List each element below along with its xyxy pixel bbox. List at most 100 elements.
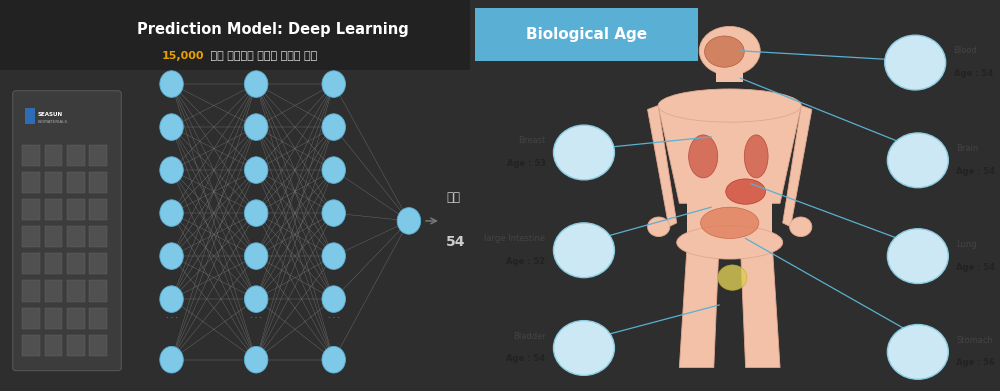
Ellipse shape xyxy=(244,346,268,373)
Bar xyxy=(67,226,85,248)
Ellipse shape xyxy=(322,346,345,373)
Bar xyxy=(475,8,698,61)
Ellipse shape xyxy=(677,226,783,259)
Ellipse shape xyxy=(160,346,183,373)
Ellipse shape xyxy=(658,89,801,122)
Bar xyxy=(89,145,107,166)
Bar xyxy=(45,172,62,193)
Ellipse shape xyxy=(699,26,760,75)
Bar xyxy=(22,308,40,329)
Bar xyxy=(67,253,85,274)
Text: Age : 54: Age : 54 xyxy=(954,69,993,78)
Ellipse shape xyxy=(705,36,744,67)
Text: Age : 56: Age : 56 xyxy=(956,358,995,368)
Ellipse shape xyxy=(244,71,268,97)
Ellipse shape xyxy=(160,286,183,312)
Ellipse shape xyxy=(160,114,183,140)
Bar xyxy=(22,335,40,356)
Bar xyxy=(45,280,62,301)
Bar xyxy=(67,308,85,329)
Bar xyxy=(89,335,107,356)
Bar xyxy=(45,226,62,248)
Bar xyxy=(67,172,85,193)
Bar xyxy=(45,145,62,166)
Ellipse shape xyxy=(244,114,268,140)
Bar xyxy=(0,0,470,70)
Ellipse shape xyxy=(887,325,948,379)
Bar xyxy=(45,199,62,220)
Text: Bladder: Bladder xyxy=(513,332,546,341)
Text: Age : 54: Age : 54 xyxy=(956,262,995,272)
Text: · · ·: · · · xyxy=(250,314,262,323)
Text: 15,000: 15,000 xyxy=(162,51,204,61)
Ellipse shape xyxy=(397,208,421,234)
Ellipse shape xyxy=(553,125,614,180)
Bar xyxy=(45,253,62,274)
Text: 샘플 이상으로 훈련된 딥러닝 모델: 샘플 이상으로 훈련된 딥러닝 모델 xyxy=(207,51,317,61)
Bar xyxy=(89,226,107,248)
Bar xyxy=(22,253,40,274)
Text: Stomach: Stomach xyxy=(956,335,993,345)
Text: large Intestine: large Intestine xyxy=(484,234,546,243)
Bar xyxy=(89,280,107,301)
Text: · · ·: · · · xyxy=(166,314,177,323)
Ellipse shape xyxy=(244,243,268,269)
Text: Age : 54: Age : 54 xyxy=(956,167,995,176)
Ellipse shape xyxy=(322,157,345,183)
Bar xyxy=(67,199,85,220)
Ellipse shape xyxy=(726,179,765,204)
Text: Brain: Brain xyxy=(956,144,979,153)
Ellipse shape xyxy=(718,265,747,290)
Bar xyxy=(22,226,40,248)
Bar xyxy=(22,280,40,301)
Ellipse shape xyxy=(887,133,948,188)
Ellipse shape xyxy=(244,200,268,226)
Bar xyxy=(22,145,40,166)
Ellipse shape xyxy=(160,157,183,183)
Polygon shape xyxy=(648,106,677,227)
Polygon shape xyxy=(658,106,801,203)
Text: 나이: 나이 xyxy=(446,191,460,204)
Bar xyxy=(22,172,40,193)
Ellipse shape xyxy=(244,286,268,312)
Ellipse shape xyxy=(244,157,268,183)
Text: Biological Age: Biological Age xyxy=(526,27,647,42)
Text: 54: 54 xyxy=(446,235,465,249)
Polygon shape xyxy=(783,106,812,227)
Ellipse shape xyxy=(322,200,345,226)
Bar xyxy=(716,59,743,82)
Ellipse shape xyxy=(790,217,812,237)
Bar xyxy=(67,145,85,166)
Text: Lung: Lung xyxy=(956,240,977,249)
Polygon shape xyxy=(679,242,719,368)
Bar xyxy=(25,108,35,124)
Text: SEASUN: SEASUN xyxy=(38,112,63,117)
Text: Blood: Blood xyxy=(954,46,978,56)
Ellipse shape xyxy=(553,223,614,278)
Text: Age : 52: Age : 52 xyxy=(506,256,546,266)
Ellipse shape xyxy=(885,35,946,90)
Polygon shape xyxy=(740,242,780,368)
Ellipse shape xyxy=(887,229,948,283)
Ellipse shape xyxy=(648,217,670,237)
Ellipse shape xyxy=(322,286,345,312)
Bar xyxy=(22,199,40,220)
Ellipse shape xyxy=(322,71,345,97)
Ellipse shape xyxy=(160,71,183,97)
Bar xyxy=(45,335,62,356)
Bar xyxy=(89,199,107,220)
Bar xyxy=(67,335,85,356)
Ellipse shape xyxy=(160,243,183,269)
Bar xyxy=(89,308,107,329)
Ellipse shape xyxy=(322,243,345,269)
Bar xyxy=(687,199,772,242)
Ellipse shape xyxy=(322,114,345,140)
Ellipse shape xyxy=(553,321,614,375)
Bar xyxy=(45,308,62,329)
Text: Breast: Breast xyxy=(518,136,546,145)
Text: Age : 53: Age : 53 xyxy=(507,159,546,168)
FancyBboxPatch shape xyxy=(13,91,121,371)
Text: BIOMATERIALS: BIOMATERIALS xyxy=(38,120,68,124)
Ellipse shape xyxy=(744,135,768,178)
Ellipse shape xyxy=(701,207,759,239)
